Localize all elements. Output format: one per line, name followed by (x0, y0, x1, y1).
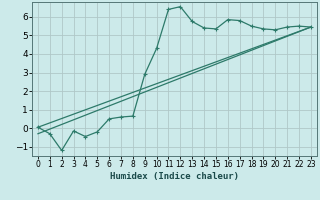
X-axis label: Humidex (Indice chaleur): Humidex (Indice chaleur) (110, 172, 239, 181)
